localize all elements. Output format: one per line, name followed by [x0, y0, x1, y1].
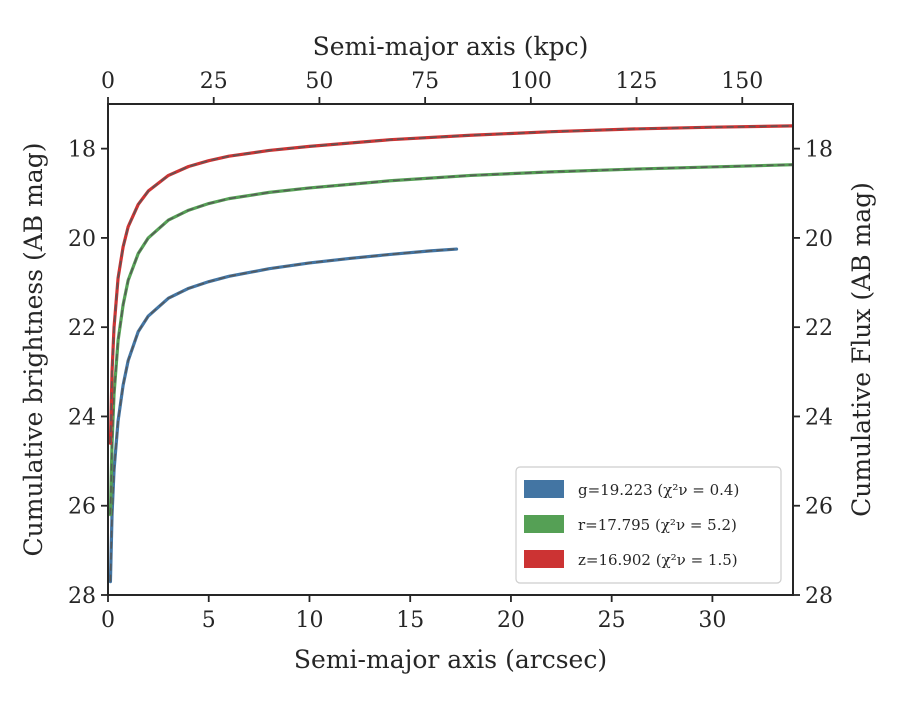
- series-model-line-1: [109, 163, 793, 515]
- series-model-line-2: [109, 125, 793, 444]
- right-y-tick-label: 26: [805, 495, 833, 520]
- y-tick-label: 26: [68, 495, 96, 520]
- top-x-tick-label: 150: [721, 69, 763, 94]
- legend-label-1: r=17.795 (χ²ν = 5.2): [578, 516, 737, 534]
- y-tick-label: 28: [68, 584, 96, 609]
- legend-label-0: g=19.223 (χ²ν = 0.4): [578, 481, 739, 499]
- top-x-tick-label: 125: [616, 69, 658, 94]
- x-axis-label: Semi-major axis (arcsec): [294, 645, 607, 674]
- x-tick-label: 10: [295, 608, 323, 633]
- plot-frame: [107, 103, 794, 596]
- legend-swatch-2: [524, 550, 564, 568]
- right-y-axis-label: Cumulative Flux (AB mag): [847, 182, 876, 517]
- x-tick-label: 25: [598, 608, 626, 633]
- legend-box: [515, 466, 782, 584]
- top-x-axis-label: Semi-major axis (kpc): [313, 32, 589, 61]
- y-tick-label: 24: [68, 405, 96, 430]
- legend-swatch-0: [524, 480, 564, 498]
- top-x-tick-label: 0: [101, 69, 115, 94]
- right-y-tick-label: 22: [805, 316, 833, 341]
- legend: g=19.223 (χ²ν = 0.4) r=17.795 (χ²ν = 5.2)…: [515, 466, 782, 584]
- top-x-tick-label: 50: [305, 69, 333, 94]
- series-model-line-0: [109, 248, 457, 582]
- y-tick-label: 18: [68, 138, 96, 163]
- x-tick-label: 30: [698, 608, 726, 633]
- x-tick-label: 20: [497, 608, 525, 633]
- top-x-tick-label: 25: [200, 69, 228, 94]
- series-layer: [108, 124, 793, 584]
- axes-layer: 0 5 10 15 20 25 30 0 25 50 75 100 125 150 18 18 20 20 22 22…: [19, 32, 876, 674]
- x-tick-label: 5: [202, 608, 216, 633]
- legend-label-2: z=16.902 (χ²ν = 1.5): [578, 551, 738, 569]
- series-line-2: [108, 124, 793, 445]
- top-x-tick-label: 100: [510, 69, 552, 94]
- y-tick-label: 22: [68, 316, 96, 341]
- right-y-tick-label: 18: [805, 138, 833, 163]
- x-tick-label: 0: [101, 608, 115, 633]
- series-line-0: [108, 247, 459, 584]
- y-axis-label: Cumulative brightness (AB mag): [19, 143, 48, 557]
- series-line-1: [108, 163, 793, 517]
- right-y-tick-label: 24: [805, 405, 833, 430]
- legend-swatch-1: [524, 515, 564, 533]
- x-tick-label: 15: [396, 608, 424, 633]
- right-y-tick-label: 28: [805, 584, 833, 609]
- top-x-tick-label: 75: [411, 69, 439, 94]
- y-tick-label: 20: [68, 227, 96, 252]
- right-y-tick-label: 20: [805, 227, 833, 252]
